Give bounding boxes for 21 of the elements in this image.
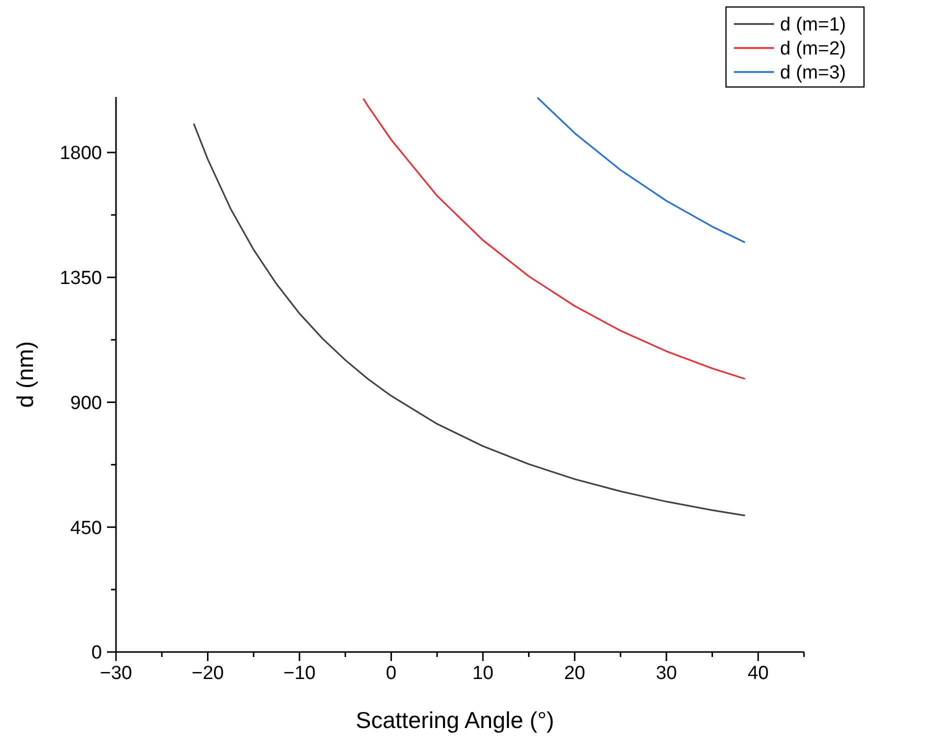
y-tick-label: 450: [70, 518, 102, 539]
x-tick-label: 0: [386, 663, 396, 684]
legend-label: d (m=3): [780, 62, 846, 84]
y-tick-label: 900: [70, 392, 102, 414]
line-series: [537, 97, 746, 243]
line-series: [362, 98, 746, 380]
x-tick-label: 20: [564, 663, 586, 684]
x-tick-label: 30: [656, 663, 677, 684]
x-tick-label: 10: [472, 663, 494, 684]
legend-label: d (m=2): [780, 38, 846, 60]
x-tick-label: −10: [283, 663, 316, 684]
y-tick-label: 1800: [60, 143, 102, 164]
y-tick-label: 1350: [60, 268, 102, 290]
y-tick-label: 0: [91, 642, 102, 664]
x-tick-label: −20: [192, 663, 224, 684]
y-axis-title: d (nm): [12, 341, 38, 408]
legend-label: d (m=1): [780, 14, 846, 36]
line-series: [193, 123, 746, 516]
x-axis-title: Scattering Angle (°): [356, 707, 554, 733]
x-tick-label: 40: [748, 663, 769, 684]
x-tick-label: −30: [100, 663, 132, 684]
